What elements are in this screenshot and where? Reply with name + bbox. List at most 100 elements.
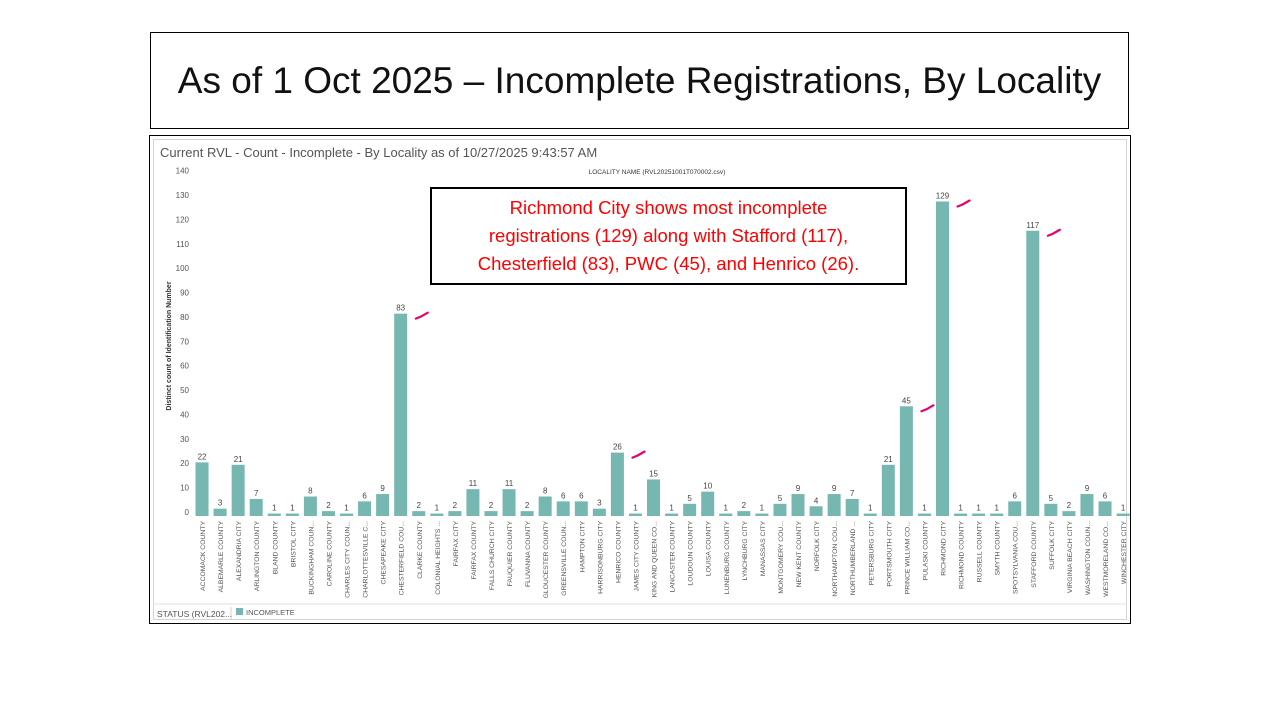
data-label: 6 [579, 491, 584, 500]
data-label: 1 [724, 504, 729, 513]
data-label: 2 [453, 501, 458, 510]
bar [899, 406, 913, 516]
data-label: 5 [687, 494, 692, 503]
x-tick-label: FAUQUIER COUNTY [507, 521, 514, 587]
annotation-callout: Richmond City shows most incomplete regi… [430, 187, 907, 285]
x-tick-label: WASHINGTON COUN... [1085, 521, 1092, 595]
data-label: 1 [994, 504, 999, 513]
bar [647, 479, 661, 516]
bar [556, 501, 570, 516]
y-tick-label: 90 [180, 289, 189, 298]
chart-panel [153, 139, 1127, 620]
annotation-marks [414, 199, 1061, 459]
bar [827, 494, 841, 516]
bar [358, 501, 372, 516]
bar [791, 494, 805, 516]
y-tick-label: 50 [180, 386, 189, 395]
x-tick-label: LANCASTER COUNTY [670, 521, 677, 593]
bar [376, 494, 390, 516]
bar [267, 513, 281, 516]
bar [917, 513, 931, 516]
x-tick-label: CHARLES CITY COUN... [345, 521, 352, 598]
bar [249, 498, 263, 516]
x-tick-label: BRISTOL CITY [290, 521, 297, 568]
x-tick-label: FAIRFAX CITY [453, 521, 460, 567]
x-tick-label: FALLS CHURCH CITY [489, 521, 496, 591]
x-tick-label: MANASSAS CITY [760, 521, 767, 577]
data-label: 21 [884, 455, 893, 464]
data-label: 9 [832, 484, 837, 493]
bar [809, 506, 823, 516]
x-tick-label: CAROLINE COUNTY [326, 521, 333, 587]
x-tick-label: CLARKE COUNTY [417, 521, 424, 579]
bar [1116, 513, 1130, 516]
x-tick-label: ARLINGTON COUNTY [254, 521, 261, 592]
y-axis-ticks: 0 10 20 30 40 50 60 70 80 90 100 110 120 130 140 [176, 167, 190, 517]
data-label: 7 [850, 489, 855, 498]
bar [665, 513, 679, 516]
data-label: 22 [198, 452, 207, 461]
x-tick-label: LYNCHBURG CITY [742, 521, 749, 581]
x-tick-label: CHARLOTTESVILLE C... [363, 521, 370, 598]
data-label: 1 [958, 504, 963, 513]
chart-subtitle: LOCALITY NAME (RVL20251001T070002.csv) [589, 169, 726, 176]
y-tick-label: 60 [180, 362, 189, 371]
data-label: 6 [362, 491, 367, 500]
y-tick-label: 20 [180, 459, 189, 468]
data-label: 5 [778, 494, 783, 503]
bars [195, 201, 1130, 516]
bar [628, 513, 642, 516]
bar [773, 503, 787, 516]
data-label: 8 [543, 487, 548, 496]
bar [1008, 501, 1022, 516]
y-tick-label: 80 [180, 313, 189, 322]
x-tick-label: STAFFORD COUNTY [1031, 521, 1038, 588]
x-tick-label: BUCKINGHAM COUN... [308, 521, 315, 595]
bar [340, 513, 354, 516]
check-mark [414, 311, 429, 320]
bar [195, 462, 209, 516]
callout-line: Richmond City shows most incomplete [509, 197, 828, 218]
x-tick-label: NORFOLK CITY [814, 521, 821, 572]
data-label: 1 [669, 504, 674, 513]
bar [863, 513, 877, 516]
data-label: 3 [597, 499, 602, 508]
slide-title-box: As of 1 Oct 2025 – Incomplete Registrati… [150, 32, 1129, 129]
bar [412, 511, 426, 516]
x-tick-label: RICHMOND COUNTY [959, 521, 966, 589]
y-tick-label: 0 [185, 508, 190, 517]
y-tick-label: 70 [180, 337, 189, 346]
data-label: 2 [417, 501, 422, 510]
x-tick-label: CHESAPEAKE CITY [381, 521, 388, 585]
x-tick-label: BLAND COUNTY [272, 521, 279, 575]
data-label: 11 [505, 479, 514, 488]
x-tick-label: NORTHAMPTON COU... [832, 521, 839, 597]
y-tick-label: 40 [180, 410, 189, 419]
data-label: 10 [703, 482, 712, 491]
x-tick-label: ACCOMACK COUNTY [200, 521, 207, 591]
data-label: 129 [936, 192, 950, 201]
x-tick-label: GREENSVILLE COUN... [561, 521, 568, 596]
x-tick-label: PETERSBURG CITY [868, 521, 875, 586]
y-tick-label: 140 [176, 167, 190, 176]
y-tick-label: 100 [176, 264, 190, 273]
bar [719, 513, 733, 516]
data-label: 1 [976, 504, 981, 513]
data-label: 2 [326, 501, 331, 510]
x-tick-label: ALBEMARLE COUNTY [218, 521, 225, 593]
data-label: 2 [525, 501, 530, 510]
x-tick-label: GLOUCESTER COUNTY [543, 521, 550, 599]
bar [448, 511, 462, 516]
data-label: 3 [218, 499, 223, 508]
data-label: 21 [234, 455, 243, 464]
slide-title: As of 1 Oct 2025 – Incomplete Registrati… [177, 59, 1102, 101]
data-label: 1 [760, 504, 765, 513]
bar [520, 511, 534, 516]
x-tick-label: SUFFOLK CITY [1049, 521, 1056, 570]
x-tick-label: CHESTERFIELD COU... [399, 521, 406, 596]
data-label: 1 [344, 504, 349, 513]
x-tick-label: LOUISA COUNTY [706, 521, 713, 577]
bar [484, 511, 498, 516]
